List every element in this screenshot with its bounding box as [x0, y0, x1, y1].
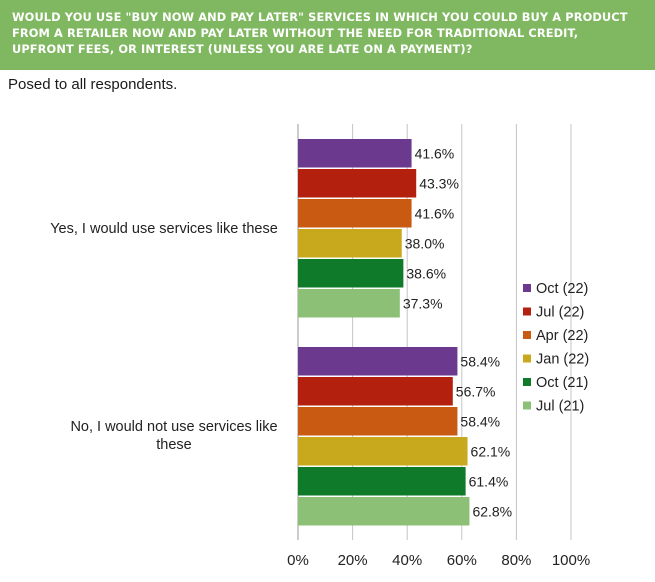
legend-swatch — [523, 378, 531, 386]
category-label: No, I would not use services like these — [70, 419, 277, 453]
data-label: 37.3% — [403, 295, 443, 311]
question-text: WOULD YOU USE "BUY NOW AND PAY LATER" SE… — [12, 10, 628, 56]
legend-swatch — [523, 354, 531, 363]
x-tick-label: 60% — [447, 552, 477, 569]
bar — [298, 199, 412, 228]
data-label: 38.0% — [405, 235, 445, 251]
legend-swatch — [523, 401, 531, 410]
data-label: 38.6% — [406, 265, 446, 281]
bar — [298, 467, 466, 496]
data-label: 56.7% — [456, 383, 496, 399]
subtitle: Posed to all respondents. — [8, 76, 178, 93]
data-label: 58.4% — [460, 413, 500, 429]
legend-label: Jul (22) — [536, 305, 584, 321]
question-banner: WOULD YOU USE "BUY NOW AND PAY LATER" SE… — [0, 0, 655, 70]
bar — [298, 139, 412, 168]
legend-label: Apr (22) — [536, 328, 588, 344]
bar — [298, 407, 458, 436]
x-tick-label: 20% — [338, 552, 368, 569]
data-label: 41.6% — [415, 145, 455, 161]
bar — [298, 497, 470, 526]
bar — [298, 437, 468, 466]
data-label: 58.4% — [460, 353, 500, 369]
data-label: 61.4% — [469, 473, 509, 489]
data-label: 62.8% — [472, 503, 512, 519]
legend-label: Oct (21) — [536, 375, 588, 391]
x-tick-label: 80% — [501, 552, 531, 569]
legend-label: Oct (22) — [536, 281, 588, 297]
bar — [298, 289, 400, 318]
category-label: Yes, I would use services like these — [50, 221, 278, 237]
bar — [298, 259, 404, 288]
bar — [298, 169, 417, 198]
bar — [298, 377, 453, 406]
x-tick-label: 100% — [552, 552, 590, 569]
data-label: 43.3% — [419, 175, 459, 191]
x-tick-label: 0% — [287, 552, 309, 569]
x-tick-label: 40% — [392, 552, 422, 569]
data-label: 62.1% — [471, 443, 511, 459]
data-label: 41.6% — [415, 205, 455, 221]
legend-swatch — [523, 284, 531, 292]
legend-swatch — [523, 307, 531, 316]
bar — [298, 347, 458, 376]
legend-label: Jul (21) — [536, 399, 584, 415]
bar — [298, 229, 402, 258]
legend-label: Jan (22) — [536, 352, 589, 368]
legend-swatch — [523, 331, 531, 339]
